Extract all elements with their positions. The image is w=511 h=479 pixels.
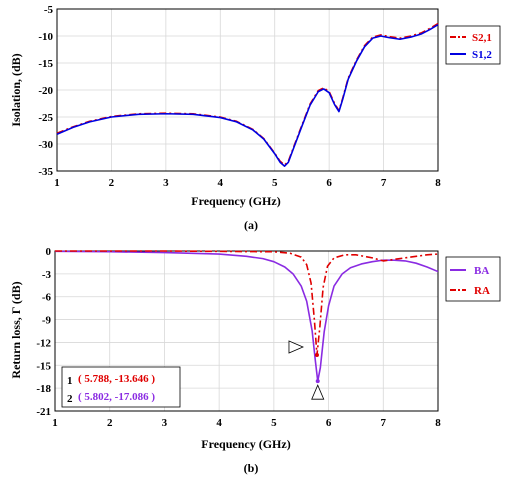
- tick-labels: 1 2 3 4 5 6 7 80-3-6-9-12-15-18-21: [36, 246, 441, 429]
- legend-label: S2,1: [472, 32, 492, 44]
- legend-box: [445, 256, 501, 302]
- legend-label: RA: [474, 285, 490, 297]
- y-tick-label: -10: [38, 31, 53, 43]
- legend-box: [445, 25, 501, 65]
- marker-readout-box: 1 ( 5.788, -13.646 ) 2 ( 5.802, -17.086 …: [61, 366, 181, 408]
- y-tick-label: -21: [36, 406, 51, 418]
- legend-label: BA: [474, 265, 489, 277]
- readout-marker-number: 2: [67, 393, 73, 405]
- y-tick-label: -15: [38, 58, 53, 70]
- y-tick-label: -30: [38, 139, 53, 151]
- x-tick-label: 8: [435, 417, 441, 429]
- marker-flag: [311, 384, 325, 400]
- y-tick-label: -5: [44, 4, 54, 16]
- y-tick-label: -12: [36, 337, 51, 349]
- marker-point: [314, 352, 319, 357]
- series-line-ra: [55, 250, 439, 356]
- tick-labels: 1 2 3 4 5 6 7 8 -5 -10 -15 -20 -25 -30 -35: [38, 4, 441, 189]
- x-axis-label: Frequency (GHz): [191, 194, 280, 208]
- readout-marker-number: 1: [67, 375, 73, 387]
- panel-label: (b): [244, 461, 259, 475]
- x-tick-label: 7: [381, 417, 387, 429]
- y-axis-label: Return loss, Γ (dB): [9, 281, 23, 378]
- marker-point: [315, 379, 320, 384]
- x-tick-label: 1: [54, 177, 60, 189]
- x-tick-label: 4: [218, 177, 224, 189]
- x-tick-label: 2: [107, 417, 113, 429]
- grid-lines: [57, 9, 438, 171]
- isolation-chart: 1 2 3 4 5 6 7 8 -5 -10 -15 -20 -25 -30 -35 Frequency (…: [9, 4, 501, 232]
- y-tick-label: -6: [42, 292, 52, 304]
- x-tick-label: 3: [163, 177, 169, 189]
- y-tick-label: -25: [38, 112, 53, 124]
- legend: BA RA: [445, 256, 501, 302]
- y-tick-label: -20: [38, 85, 53, 97]
- x-tick-label: 6: [326, 417, 332, 429]
- y-tick-label: -15: [36, 360, 51, 372]
- readout-frame: [61, 366, 181, 408]
- legend: S2,1 S1,2: [445, 25, 501, 65]
- series-line-s12: [56, 23, 439, 167]
- x-tick-label: 8: [435, 177, 441, 189]
- y-axis-label: Isolation, (dB): [9, 53, 23, 126]
- x-tick-label: 5: [272, 177, 278, 189]
- legend-label: S1,2: [472, 49, 492, 61]
- readout-value: ( 5.802, -17.086 ): [78, 391, 155, 403]
- plot-frame: [56, 8, 439, 172]
- x-tick-label: 7: [381, 177, 387, 189]
- return-loss-chart: 1 2 3 4 5 6 7 80-3-6-9-12-15-18-21 Frequency (G…: [9, 246, 501, 475]
- x-tick-label: 3: [162, 417, 168, 429]
- series-lines: [54, 250, 439, 382]
- x-tick-label: 2: [109, 177, 115, 189]
- series-lines: [56, 22, 439, 167]
- x-tick-label: 6: [326, 177, 332, 189]
- x-tick-label: 5: [271, 417, 277, 429]
- y-tick-label: -35: [38, 166, 53, 178]
- x-tick-label: 4: [216, 417, 222, 429]
- y-tick-label: -9: [42, 315, 52, 327]
- y-tick-label: -18: [36, 383, 51, 395]
- point-markers: [288, 340, 325, 400]
- x-tick-label: 1: [52, 417, 58, 429]
- x-axis-label: Frequency (GHz): [201, 437, 290, 451]
- series-line-ba: [54, 250, 439, 382]
- y-tick-label: -3: [42, 269, 52, 281]
- readout-value: ( 5.788, -13.646 ): [78, 373, 155, 385]
- marker-flag: [288, 340, 304, 354]
- y-tick-label: 0: [46, 246, 52, 258]
- panel-label: (a): [244, 218, 258, 232]
